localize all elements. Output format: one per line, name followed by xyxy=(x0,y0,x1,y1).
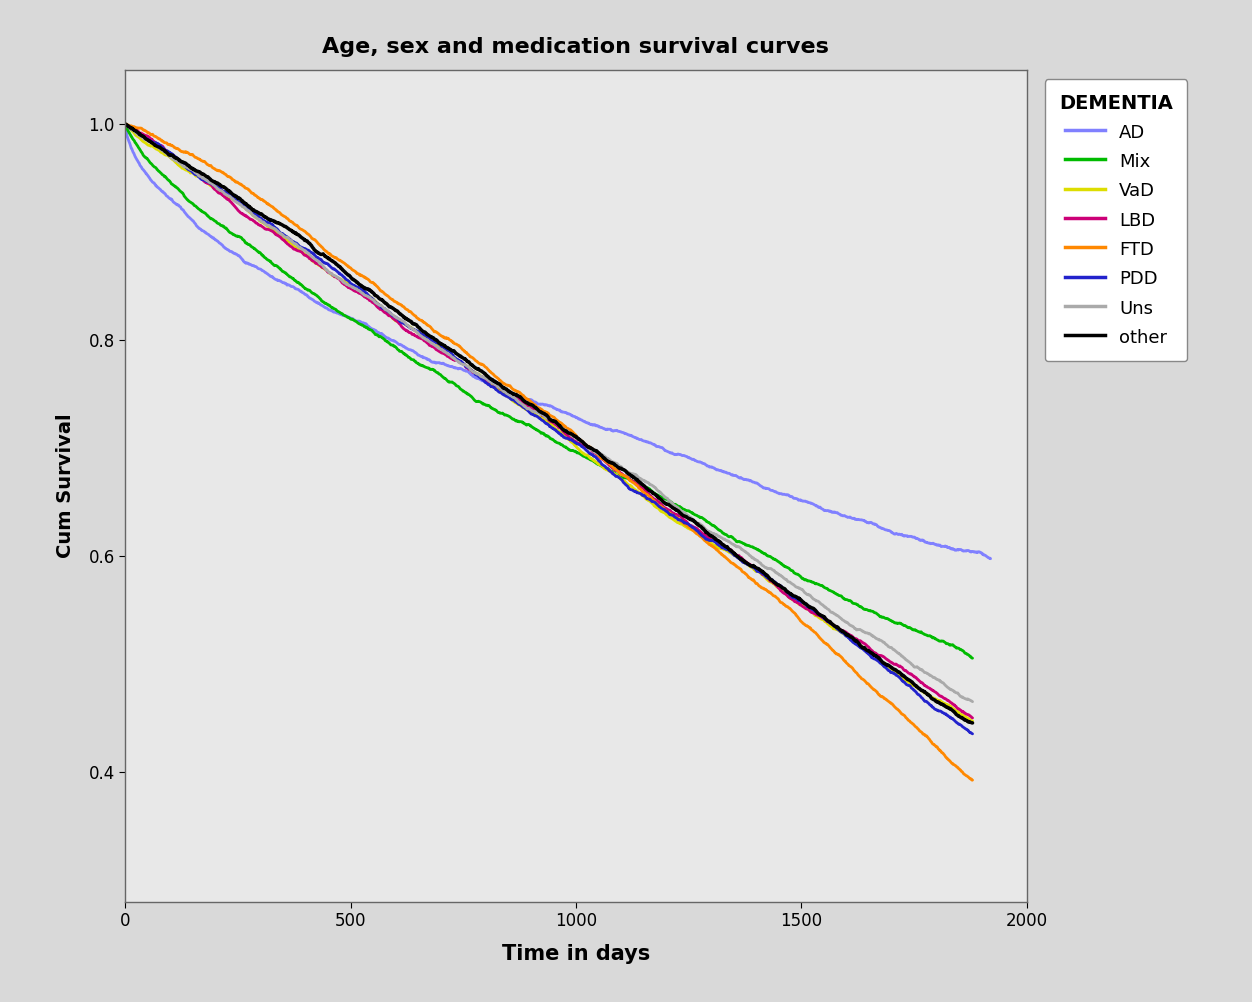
X-axis label: Time in days: Time in days xyxy=(502,944,650,964)
Title: Age, sex and medication survival curves: Age, sex and medication survival curves xyxy=(323,37,829,57)
Legend: AD, Mix, VaD, LBD, FTD, PDD, Uns, other: AD, Mix, VaD, LBD, FTD, PDD, Uns, other xyxy=(1044,79,1187,362)
Y-axis label: Cum Survival: Cum Survival xyxy=(55,414,75,558)
